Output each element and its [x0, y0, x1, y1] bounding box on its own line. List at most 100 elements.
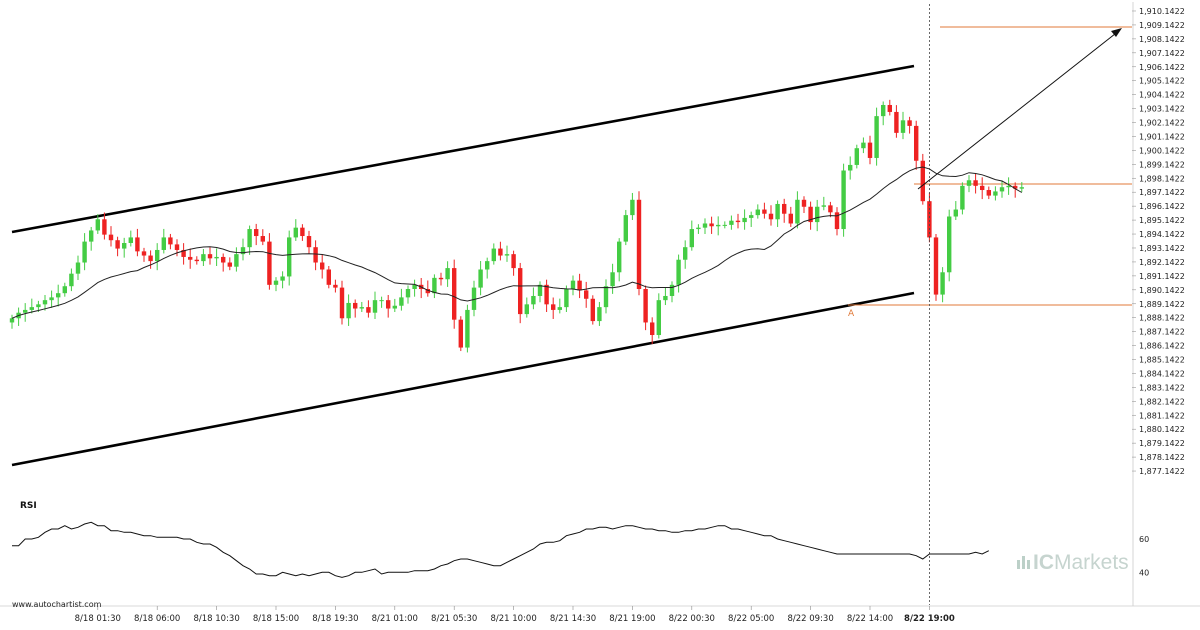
rsi-tick-label: 60: [1139, 535, 1149, 544]
candle-body: [188, 256, 193, 260]
candle-body: [643, 289, 648, 323]
y-tick-label: 1,892.1422: [1139, 258, 1185, 267]
candle-body: [887, 104, 892, 112]
y-tick-label: 1,887.1422: [1139, 328, 1185, 337]
candle-body: [669, 284, 675, 296]
candle-body: [999, 187, 1005, 192]
candle-body: [174, 244, 180, 250]
candle-body: [762, 209, 767, 214]
y-tick-label: 1,881.1422: [1139, 411, 1185, 420]
candle-body: [471, 287, 477, 310]
candle-body: [841, 170, 846, 230]
candle-body: [56, 293, 61, 298]
candle-body: [386, 300, 391, 309]
candle-body: [808, 206, 813, 223]
candle-body: [194, 259, 199, 262]
y-tick-label: 1,877.1422: [1139, 467, 1185, 476]
x-tick-label: 8/18 06:00: [134, 614, 180, 624]
candle-body: [683, 247, 688, 260]
candle-body: [69, 273, 74, 287]
candle-body: [339, 287, 345, 319]
x-tick-label: 8/18 01:30: [75, 614, 121, 624]
candle-body: [313, 247, 318, 263]
candle-body: [438, 277, 444, 280]
candle-body: [768, 213, 774, 220]
candle-body: [36, 304, 41, 308]
candle-body: [993, 191, 998, 196]
rsi-label: RSI: [20, 501, 37, 511]
y-tick-label: 1,903.1422: [1139, 105, 1185, 114]
rsi-tick-label: 40: [1139, 568, 1149, 577]
brand-logo: ICMarkets: [1017, 551, 1129, 574]
candle-body: [392, 305, 397, 309]
moving-average-line: [11, 166, 1023, 319]
y-tick-label: 1,880.1422: [1139, 425, 1185, 434]
candle-body: [168, 237, 173, 245]
candle-body: [986, 190, 991, 196]
candle-body: [551, 304, 556, 310]
candle-body: [716, 224, 721, 227]
rsi-axis: 40 60: [1139, 535, 1149, 577]
y-tick-label: 1,901.1422: [1139, 132, 1185, 141]
candle-body: [42, 300, 48, 305]
candle-body: [379, 300, 384, 302]
candle-body: [141, 251, 147, 256]
y-tick-label: 1,898.1422: [1139, 174, 1185, 183]
candle-body: [557, 307, 562, 310]
y-tick-label: 1,897.1422: [1139, 188, 1185, 197]
candle-body: [617, 241, 622, 273]
candle-body: [23, 309, 28, 313]
y-tick-label: 1,900.1422: [1139, 146, 1185, 155]
y-tick-label: 1,886.1422: [1139, 342, 1185, 351]
y-tick-label: 1,894.1422: [1139, 230, 1185, 239]
projection-line: [917, 29, 1121, 190]
candle-body: [603, 286, 609, 308]
candle-body: [973, 180, 978, 186]
candle-body: [115, 240, 120, 249]
candle-body: [966, 180, 972, 186]
candle-body: [801, 199, 807, 207]
candle-body: [980, 185, 985, 191]
candle-body: [564, 289, 569, 308]
y-tick-label: 1,893.1422: [1139, 244, 1185, 253]
candle-body: [1006, 185, 1011, 188]
candle-body: [280, 276, 285, 281]
candle-body: [102, 219, 107, 235]
channel-upper-line: [11, 64, 915, 234]
candle-body: [267, 241, 272, 285]
candle-body: [735, 220, 741, 223]
projection-arrow: [917, 28, 1122, 190]
candle-body: [49, 297, 54, 301]
candle-body: [610, 272, 615, 287]
candle-body: [755, 209, 760, 216]
candle-body: [366, 307, 371, 313]
candle-body: [874, 116, 879, 158]
x-tick-label: 8/22 09:30: [787, 614, 833, 624]
candle-body: [597, 307, 602, 322]
candle-body: [452, 268, 457, 320]
candle-body: [947, 216, 952, 273]
candle-body: [135, 237, 140, 252]
x-tick-label: 8/22 19:00: [904, 614, 955, 624]
price-levels: [848, 26, 1132, 306]
candle-body: [412, 284, 417, 290]
candle-body: [478, 269, 483, 288]
brand-mark-icon: [1017, 556, 1030, 569]
candle-body: [531, 295, 536, 305]
candle-body: [689, 229, 694, 248]
candle-body: [346, 302, 351, 319]
x-tick-label: 8/21 10:00: [490, 614, 536, 624]
candle-body: [914, 125, 919, 161]
candle-body: [372, 300, 378, 313]
x-tick-label: 8/18 15:00: [253, 614, 299, 624]
candle-body: [960, 185, 965, 210]
y-tick-label: 1,910.1422: [1139, 7, 1185, 16]
candle-body: [815, 206, 820, 223]
candle-body: [676, 259, 681, 285]
candle-body: [504, 254, 510, 256]
candle-body: [570, 280, 576, 290]
x-tick-label: 8/22 05:00: [728, 614, 774, 624]
y-tick-label: 1,904.1422: [1139, 91, 1185, 100]
candle-body: [181, 249, 186, 257]
candle-body: [636, 199, 642, 290]
